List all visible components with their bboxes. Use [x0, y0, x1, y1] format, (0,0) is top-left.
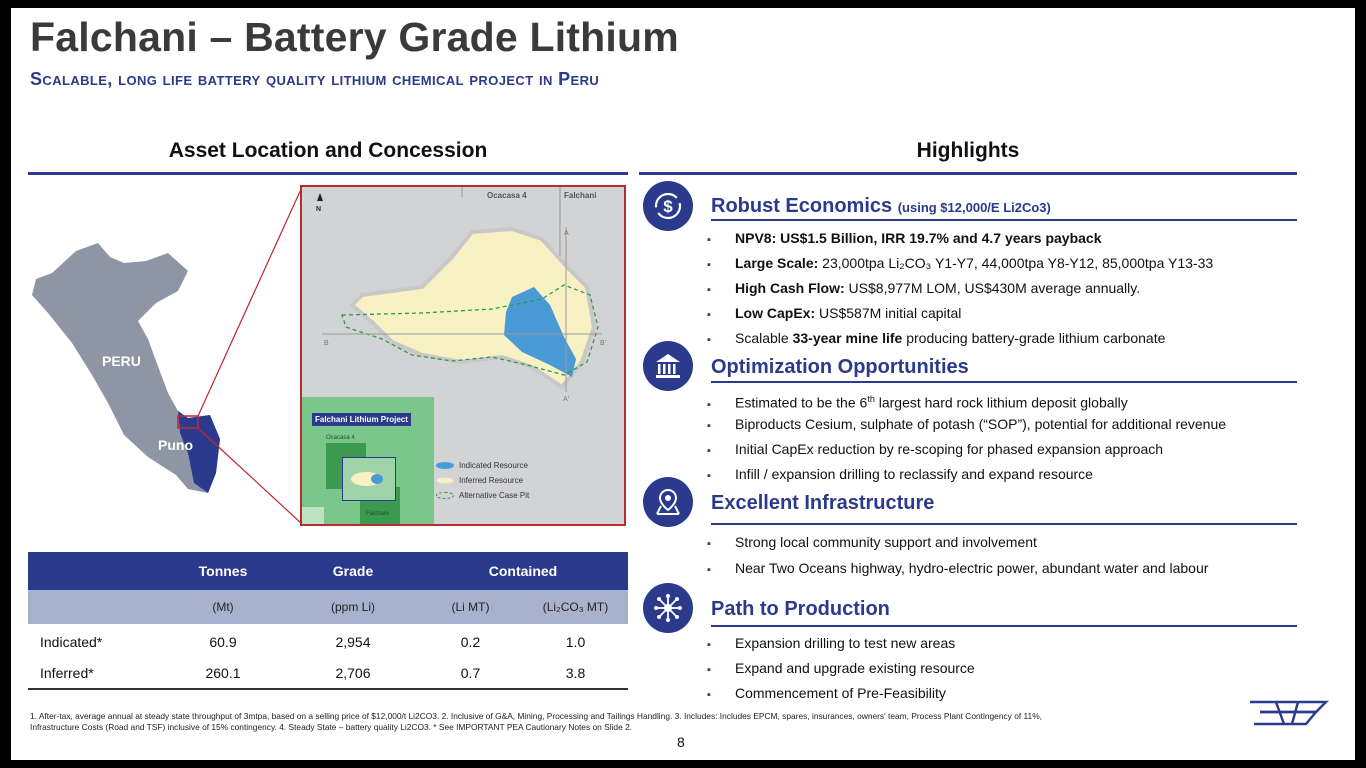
mini-project-box [342, 457, 396, 501]
mini-locator-map: Falchani Lithium Project Ocacasa 4 Falch… [302, 397, 434, 524]
asset-location-heading: Asset Location and Concession [168, 139, 488, 162]
table-row: Indicated* 60.9 2,954 0.2 1.0 [28, 626, 628, 657]
asset-map: PERU Puno N Ocacasa 4 Falchani A [28, 183, 628, 528]
peru-map: PERU Puno [32, 243, 220, 493]
unit-tonnes: (Mt) [212, 600, 234, 614]
legend-indicated: Indicated Resource [436, 461, 528, 470]
highlights-heading: Highlights [916, 139, 1020, 162]
list-item: Scalable 33-year mine life producing bat… [707, 326, 1213, 351]
network-icon [643, 583, 693, 633]
infrastructure-title: Excellent Infrastructure [711, 492, 935, 514]
robust-economics-title: Robust Economics (using $12,000/E Li2Co3… [711, 195, 1051, 217]
right-heading-rule [639, 172, 1297, 175]
table-row: Inferred* 260.1 2,706 0.7 3.8 [28, 657, 628, 688]
dollar-cycle-icon: $ [643, 181, 693, 231]
bank-icon [643, 341, 693, 391]
unit-li2co3: (Li₂CO₃ MT) [542, 600, 609, 614]
peru-country-shape [32, 243, 220, 493]
page-number: 8 [677, 734, 685, 750]
puno-label: Puno [158, 437, 193, 453]
header-contained: Contained [488, 563, 558, 579]
mini-falchani-label: Falchani [366, 511, 389, 517]
page-title: Falchani – Battery Grade Lithium [30, 14, 679, 60]
header-tonnes: Tonnes [198, 563, 248, 579]
company-logo [1250, 700, 1329, 726]
list-item: Low CapEx: US$587M initial capital [707, 301, 1213, 326]
section-a-label: A [564, 230, 569, 237]
mini-ocacasa-label: Ocacasa 4 [326, 435, 355, 441]
concession-inset-map: N Ocacasa 4 Falchani A A' B B' Falchani … [300, 185, 626, 526]
indicated-swatch [436, 462, 454, 469]
table-header-row: Tonnes Grade Contained [28, 552, 628, 590]
list-item: Commencement of Pre-Feasibility [707, 681, 975, 706]
north-arrow-icon [317, 193, 323, 201]
list-item: Expand and upgrade existing resource [707, 656, 975, 681]
list-item: Expansion drilling to test new areas [707, 631, 975, 656]
unit-grade: (ppm Li) [330, 600, 375, 614]
project-locator-box [177, 415, 199, 429]
production-list: Expansion drilling to test new areas Exp… [707, 631, 975, 706]
section-b2-label: B' [600, 340, 606, 347]
list-item: Initial CapEx reduction by re-scoping fo… [707, 437, 1226, 462]
alternative-case-pit-outline [341, 284, 599, 376]
indicated-resource-shape [504, 287, 576, 377]
path-to-production-title: Path to Production [711, 598, 890, 620]
section-a2-label: A' [563, 396, 569, 403]
list-item: Near Two Oceans highway, hydro-electric … [707, 556, 1208, 582]
row-label: Inferred* [40, 664, 94, 681]
left-heading-rule [28, 172, 628, 175]
list-item: NPV8: US$1.5 Billion, IRR 19.7% and 4.7 … [707, 226, 1213, 251]
resource-table: Tonnes Grade Contained (Mt) (ppm Li) (Li… [28, 552, 628, 690]
falchani-label: Falchani [564, 191, 596, 200]
pit-swatch [436, 492, 454, 499]
robust-economics-note: (using $12,000/E Li2Co3) [897, 200, 1051, 215]
footnote: 1. After-tax, average annual at steady s… [30, 711, 1042, 732]
robust-economics-list: NPV8: US$1.5 Billion, IRR 19.7% and 4.7 … [707, 226, 1213, 351]
peru-label: PERU [102, 353, 141, 369]
map-pin-icon [643, 477, 693, 527]
table-units-row: (Mt) (ppm Li) (Li MT) (Li₂CO₃ MT) [28, 590, 628, 624]
inferred-swatch [436, 477, 454, 484]
north-label: N [316, 206, 321, 213]
project-label: Falchani Lithium Project [312, 413, 411, 426]
optimization-title: Optimization Opportunities [711, 356, 969, 378]
slide: Falchani – Battery Grade Lithium Scalabl… [11, 8, 1355, 760]
list-item: Biproducts Cesium, sulphate of potash (“… [707, 412, 1226, 437]
puno-region-shape [178, 411, 220, 493]
table-bottom-rule [28, 688, 628, 690]
svg-text:$: $ [663, 197, 673, 216]
legend-inferred: Inferred Resource [436, 476, 523, 485]
section-b-label: B [324, 340, 329, 347]
ocacasa-label: Ocacasa 4 [487, 191, 527, 200]
optimization-list: Estimated to be the 6th largest hard roc… [707, 387, 1226, 487]
unit-li: (Li MT) [451, 600, 490, 614]
page-subtitle: Scalable, long life battery quality lith… [30, 69, 600, 89]
header-grade: Grade [332, 563, 374, 579]
row-label: Indicated* [40, 633, 103, 650]
concession-drawing: N Ocacasa 4 Falchani A A' B B' [316, 187, 606, 403]
list-item: Strong local community support and invol… [707, 530, 1208, 556]
infrastructure-list: Strong local community support and invol… [707, 530, 1208, 582]
list-item: Estimated to be the 6th largest hard roc… [707, 387, 1226, 412]
list-item: Large Scale: 23,000tpa Li₂CO₃ Y1-Y7, 44,… [707, 251, 1213, 276]
legend-pit: Alternative Case Pit [436, 491, 529, 500]
list-item: High Cash Flow: US$8,977M LOM, US$430M a… [707, 276, 1213, 301]
list-item: Infill / expansion drilling to reclassif… [707, 462, 1226, 487]
inset-connectors [197, 186, 303, 525]
